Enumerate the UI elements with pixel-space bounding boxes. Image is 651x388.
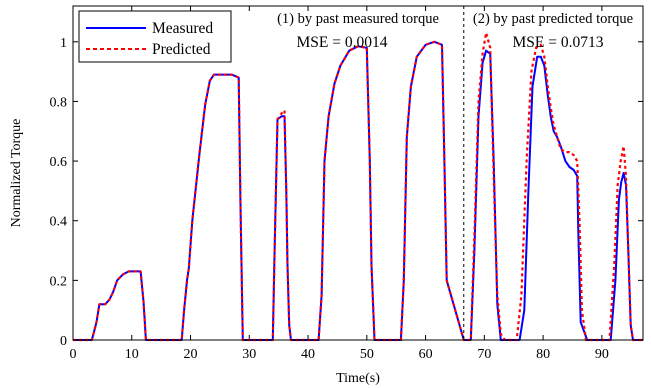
- x-axis-label: Time(s): [336, 371, 380, 386]
- legend-box: [78, 10, 232, 63]
- axis-ticks: 0 10 20 30 40 50 60 70 80 90 0 0.2 0.4 0.6 0.8 1: [50, 6, 643, 362]
- plot-frame: [72, 5, 644, 341]
- y-tick-label: 0: [60, 334, 67, 349]
- x-tick-label: 20: [184, 347, 198, 362]
- y-tick-label: 1: [60, 36, 67, 51]
- x-tick-label: 80: [536, 347, 550, 362]
- x-tick-label: 30: [242, 347, 256, 362]
- annotation-1-line-1: (1) by past measured torque: [277, 11, 439, 27]
- annotation-2-line-2: MSE = 0.0713: [513, 34, 604, 51]
- x-tick-label: 90: [595, 347, 609, 362]
- y-axis-label: Normalized Torque: [9, 119, 24, 228]
- legend-predicted-label: Predicted: [152, 41, 211, 58]
- annotation-1-line-2: MSE = 0.0014: [297, 34, 388, 51]
- x-tick-label: 50: [360, 347, 374, 362]
- x-tick-label: 0: [70, 347, 77, 362]
- y-tick-label: 0.6: [50, 155, 68, 170]
- annotation-2-line-1: (2) by past predicted torque: [473, 11, 633, 27]
- y-tick-label: 0.8: [50, 95, 68, 110]
- y-tick-label: 0.4: [50, 215, 68, 230]
- legend: Measured Predicted: [78, 10, 232, 63]
- series-line-predicted: [73, 31, 643, 342]
- legend-measured-label: Measured: [152, 20, 213, 37]
- x-tick-label: 40: [301, 347, 315, 362]
- x-tick-label: 60: [419, 347, 433, 362]
- x-tick-label: 10: [125, 347, 139, 362]
- x-tick-label: 70: [477, 347, 491, 362]
- y-tick-label: 0.2: [50, 274, 68, 289]
